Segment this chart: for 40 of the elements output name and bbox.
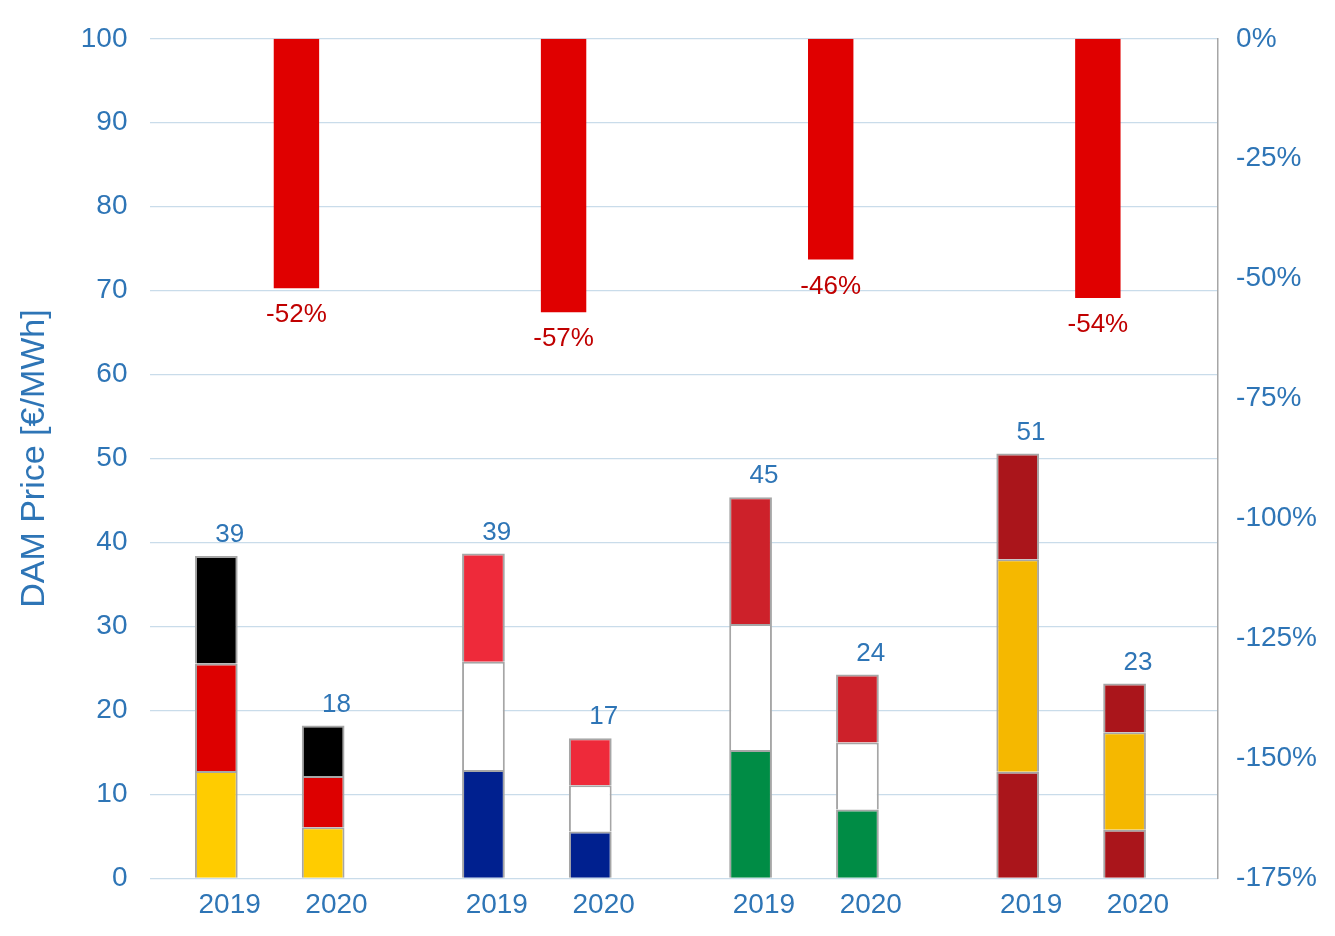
y2-tick-label: -175% <box>1236 861 1317 893</box>
total-label: 17 <box>589 700 619 731</box>
x-tick-label: 2019 <box>465 887 528 919</box>
total-label: 18 <box>322 687 351 718</box>
data-label: -46% <box>800 269 862 300</box>
x-tick-label: 2019 <box>732 887 796 919</box>
y-axis-title: DAM Price [€/MWh] <box>12 309 51 608</box>
y2-tick-label: 0% <box>1236 21 1277 53</box>
total-label: 24 <box>856 636 886 667</box>
total-label: 39 <box>482 515 512 546</box>
total-label: 23 <box>1123 645 1153 676</box>
y-tick-label: 20 <box>96 693 128 725</box>
y2-tick-label: -50% <box>1236 261 1302 293</box>
y2-tick-label: -75% <box>1236 381 1302 413</box>
y-tick-label: 100 <box>80 21 128 53</box>
x-tick-label: 2020 <box>839 887 902 919</box>
y2-tick-label: -125% <box>1236 621 1317 653</box>
y-tick-label: 0 <box>111 861 128 893</box>
y-tick-label: 50 <box>96 441 128 473</box>
y-tick-label: 80 <box>96 189 128 221</box>
y-tick-label: 40 <box>96 525 128 557</box>
y2-tick-label: -150% <box>1236 741 1317 773</box>
data-label: -52% <box>266 298 327 329</box>
y2-tick-label: -100% <box>1236 501 1317 533</box>
y-tick-label: 30 <box>96 609 128 641</box>
y2-tick-label: -25% <box>1236 141 1302 173</box>
x-tick-label: 2020 <box>305 887 368 919</box>
total-label: 39 <box>215 518 245 549</box>
y-tick-label: 60 <box>96 357 128 389</box>
data-label: -54% <box>1067 308 1129 339</box>
x-tick-label: 2019 <box>198 887 261 919</box>
x-tick-label: 2020 <box>572 887 635 919</box>
data-label: -57% <box>533 322 594 353</box>
y-tick-label: 10 <box>96 777 128 809</box>
x-tick-label: 2020 <box>1106 887 1170 919</box>
total-label: 51 <box>1016 415 1046 446</box>
y-tick-label: 90 <box>96 105 128 137</box>
x-tick-label: 2019 <box>999 887 1063 919</box>
y-tick-label: 70 <box>96 273 128 305</box>
total-label: 45 <box>749 459 779 490</box>
